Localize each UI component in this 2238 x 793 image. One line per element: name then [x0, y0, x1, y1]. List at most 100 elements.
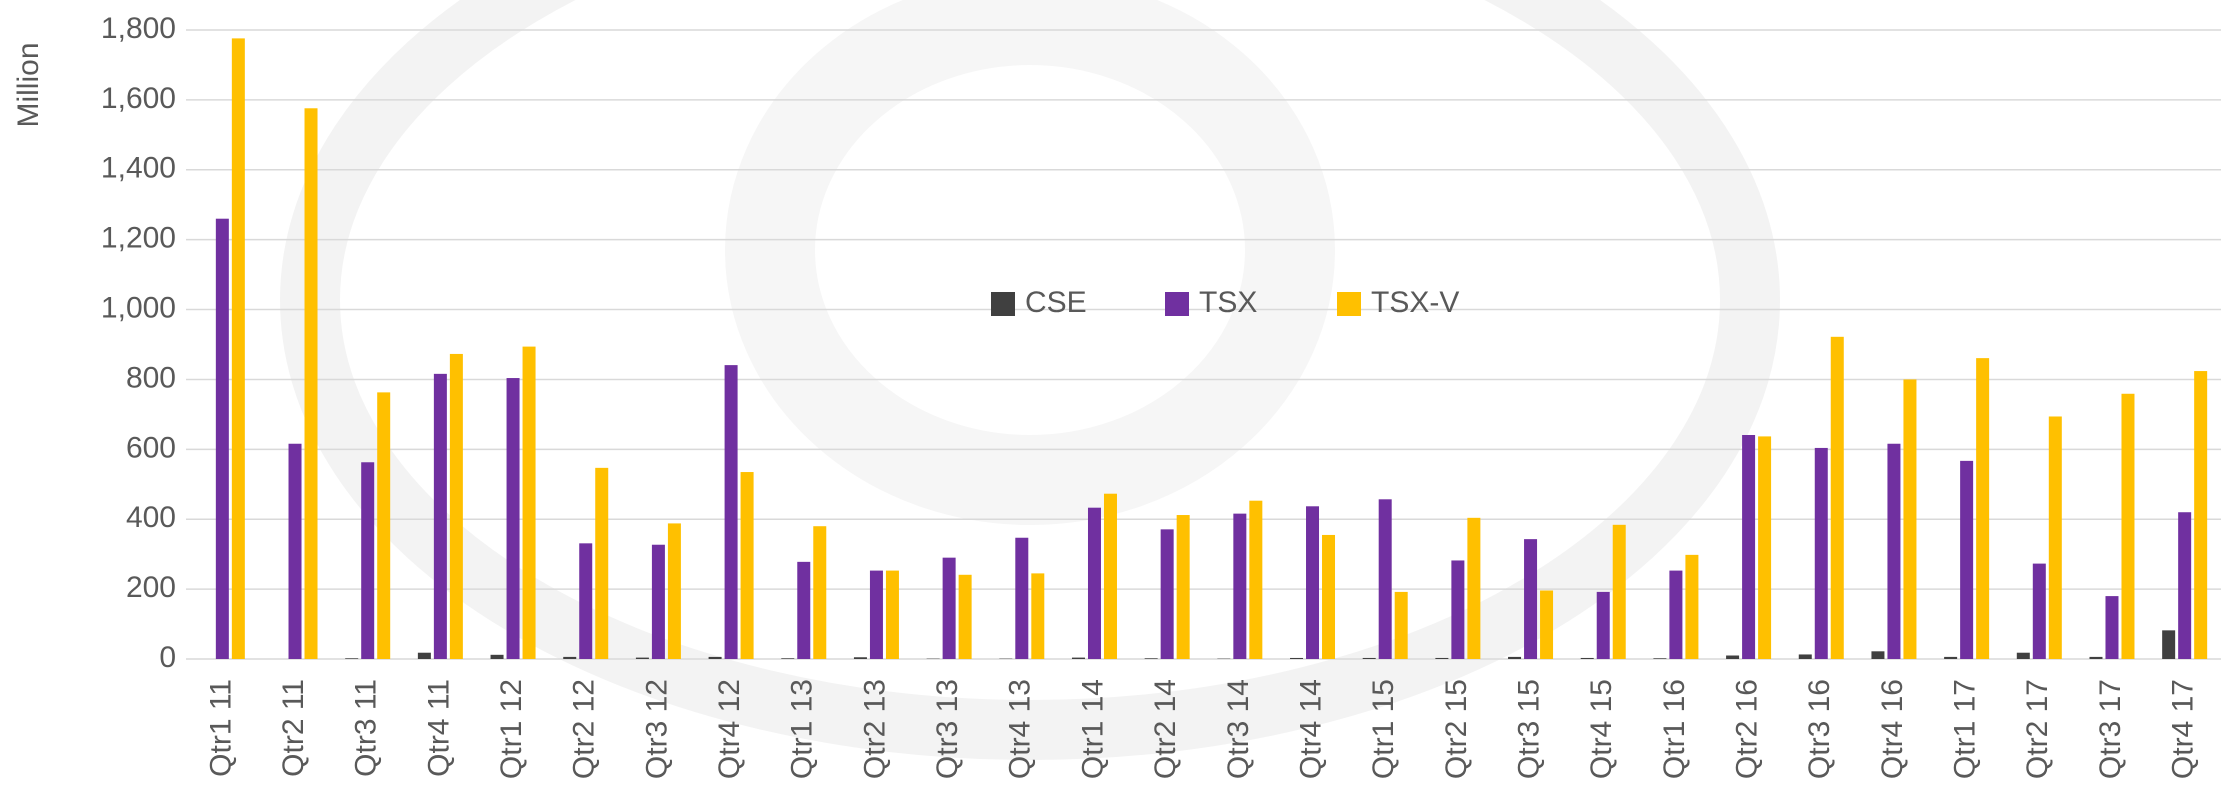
bar: [2178, 512, 2192, 659]
bar: [1612, 524, 1626, 659]
x-tick-label: Qtr2 11: [277, 679, 310, 777]
bar: [1233, 513, 1247, 659]
bar: [595, 467, 609, 659]
bar: [1087, 507, 1101, 659]
y-tick-label: 1,000: [101, 291, 176, 324]
bar: [288, 443, 302, 659]
bar: [1508, 656, 1522, 659]
y-tick-label: 1,800: [101, 12, 176, 45]
bar: [781, 658, 795, 659]
bar: [1742, 435, 1756, 659]
bar: [506, 378, 520, 659]
bar: [1394, 591, 1408, 659]
y-tick-label: 1,400: [101, 152, 176, 185]
x-tick-label: Qtr4 13: [1004, 679, 1037, 779]
bar: [449, 353, 463, 659]
y-tick-label: 1,600: [101, 82, 176, 115]
x-tick-label: Qtr2 15: [1440, 679, 1473, 779]
x-tick-label: Qtr1 14: [1076, 679, 1109, 779]
bar: [1814, 447, 1828, 659]
bar: [2121, 393, 2135, 659]
y-tick-label: 800: [126, 361, 176, 394]
bar: [740, 472, 754, 659]
x-tick-label: Qtr3 11: [350, 679, 383, 777]
bar: [1580, 657, 1594, 659]
bar: [1596, 591, 1610, 659]
bar: [708, 656, 722, 659]
bar: [1871, 651, 1885, 659]
y-tick-label: 400: [126, 501, 176, 534]
y-tick-label: 600: [126, 431, 176, 464]
bar: [1249, 500, 1263, 659]
bar: [1451, 560, 1465, 659]
bar: [1758, 436, 1772, 659]
bar: [667, 523, 681, 659]
bar: [1362, 657, 1376, 659]
bar: [490, 654, 504, 659]
bar: [1144, 658, 1158, 659]
legend-swatch: [1165, 292, 1189, 316]
bar: [1015, 537, 1029, 659]
bar: [579, 543, 593, 659]
bar: [361, 462, 375, 659]
bar: [433, 373, 447, 659]
bar: [1103, 493, 1117, 659]
x-tick-label: Qtr3 13: [931, 679, 964, 779]
bar: [958, 574, 972, 659]
legend-label: TSX: [1199, 286, 1257, 319]
bar: [651, 544, 665, 659]
bar: [1903, 379, 1917, 659]
bar: [797, 561, 811, 659]
bar: [2194, 371, 2208, 659]
y-axis-label: Million: [12, 42, 45, 127]
x-tick-label: Qtr3 17: [2094, 679, 2127, 779]
bar: [1944, 656, 1958, 659]
bar: [231, 38, 245, 660]
legend-swatch: [1337, 292, 1361, 316]
bar: [1960, 460, 1974, 659]
x-tick-label: Qtr1 13: [786, 679, 819, 779]
x-tick-label: Qtr2 16: [1731, 679, 1764, 779]
bar: [2105, 596, 2119, 659]
x-tick-label: Qtr1 16: [1658, 679, 1691, 779]
bar: [2048, 416, 2062, 659]
bar: [1467, 517, 1481, 659]
bar: [1685, 554, 1699, 659]
y-tick-label: 0: [159, 641, 176, 674]
bar: [635, 657, 649, 659]
bar: [1160, 529, 1174, 659]
bar: [1830, 336, 1844, 659]
bar: [724, 365, 738, 659]
bar: [2162, 630, 2176, 659]
bar: [885, 570, 899, 659]
bar: [2032, 563, 2046, 659]
y-tick-label: 200: [126, 571, 176, 604]
bar: [345, 658, 359, 659]
bar: [417, 652, 431, 659]
bar: [942, 557, 956, 659]
bar: [1524, 539, 1538, 659]
x-tick-label: Qtr3 16: [1803, 679, 1836, 779]
bar: [1435, 657, 1449, 659]
bar: [522, 346, 536, 659]
legend-swatch: [991, 292, 1015, 316]
bar: [215, 218, 229, 659]
legend-label: CSE: [1025, 286, 1087, 319]
x-tick-label: Qtr4 15: [1585, 679, 1618, 779]
legend-label: TSX-V: [1371, 286, 1459, 319]
x-tick-label: Qtr1 12: [495, 679, 528, 779]
bar: [304, 108, 318, 659]
x-tick-label: Qtr2 13: [858, 679, 891, 779]
bar: [1887, 443, 1901, 659]
x-tick-label: Qtr1 17: [1949, 679, 1982, 779]
x-tick-label: Qtr4 12: [713, 679, 746, 779]
x-tick-label: Qtr2 14: [1149, 679, 1182, 779]
bar: [563, 656, 577, 659]
x-tick-label: Qtr3 15: [1512, 679, 1545, 779]
bar: [1669, 570, 1683, 659]
x-tick-label: Qtr1 15: [1367, 679, 1400, 779]
bar: [853, 657, 867, 659]
bar: [1071, 657, 1085, 659]
bar: [1798, 654, 1812, 659]
